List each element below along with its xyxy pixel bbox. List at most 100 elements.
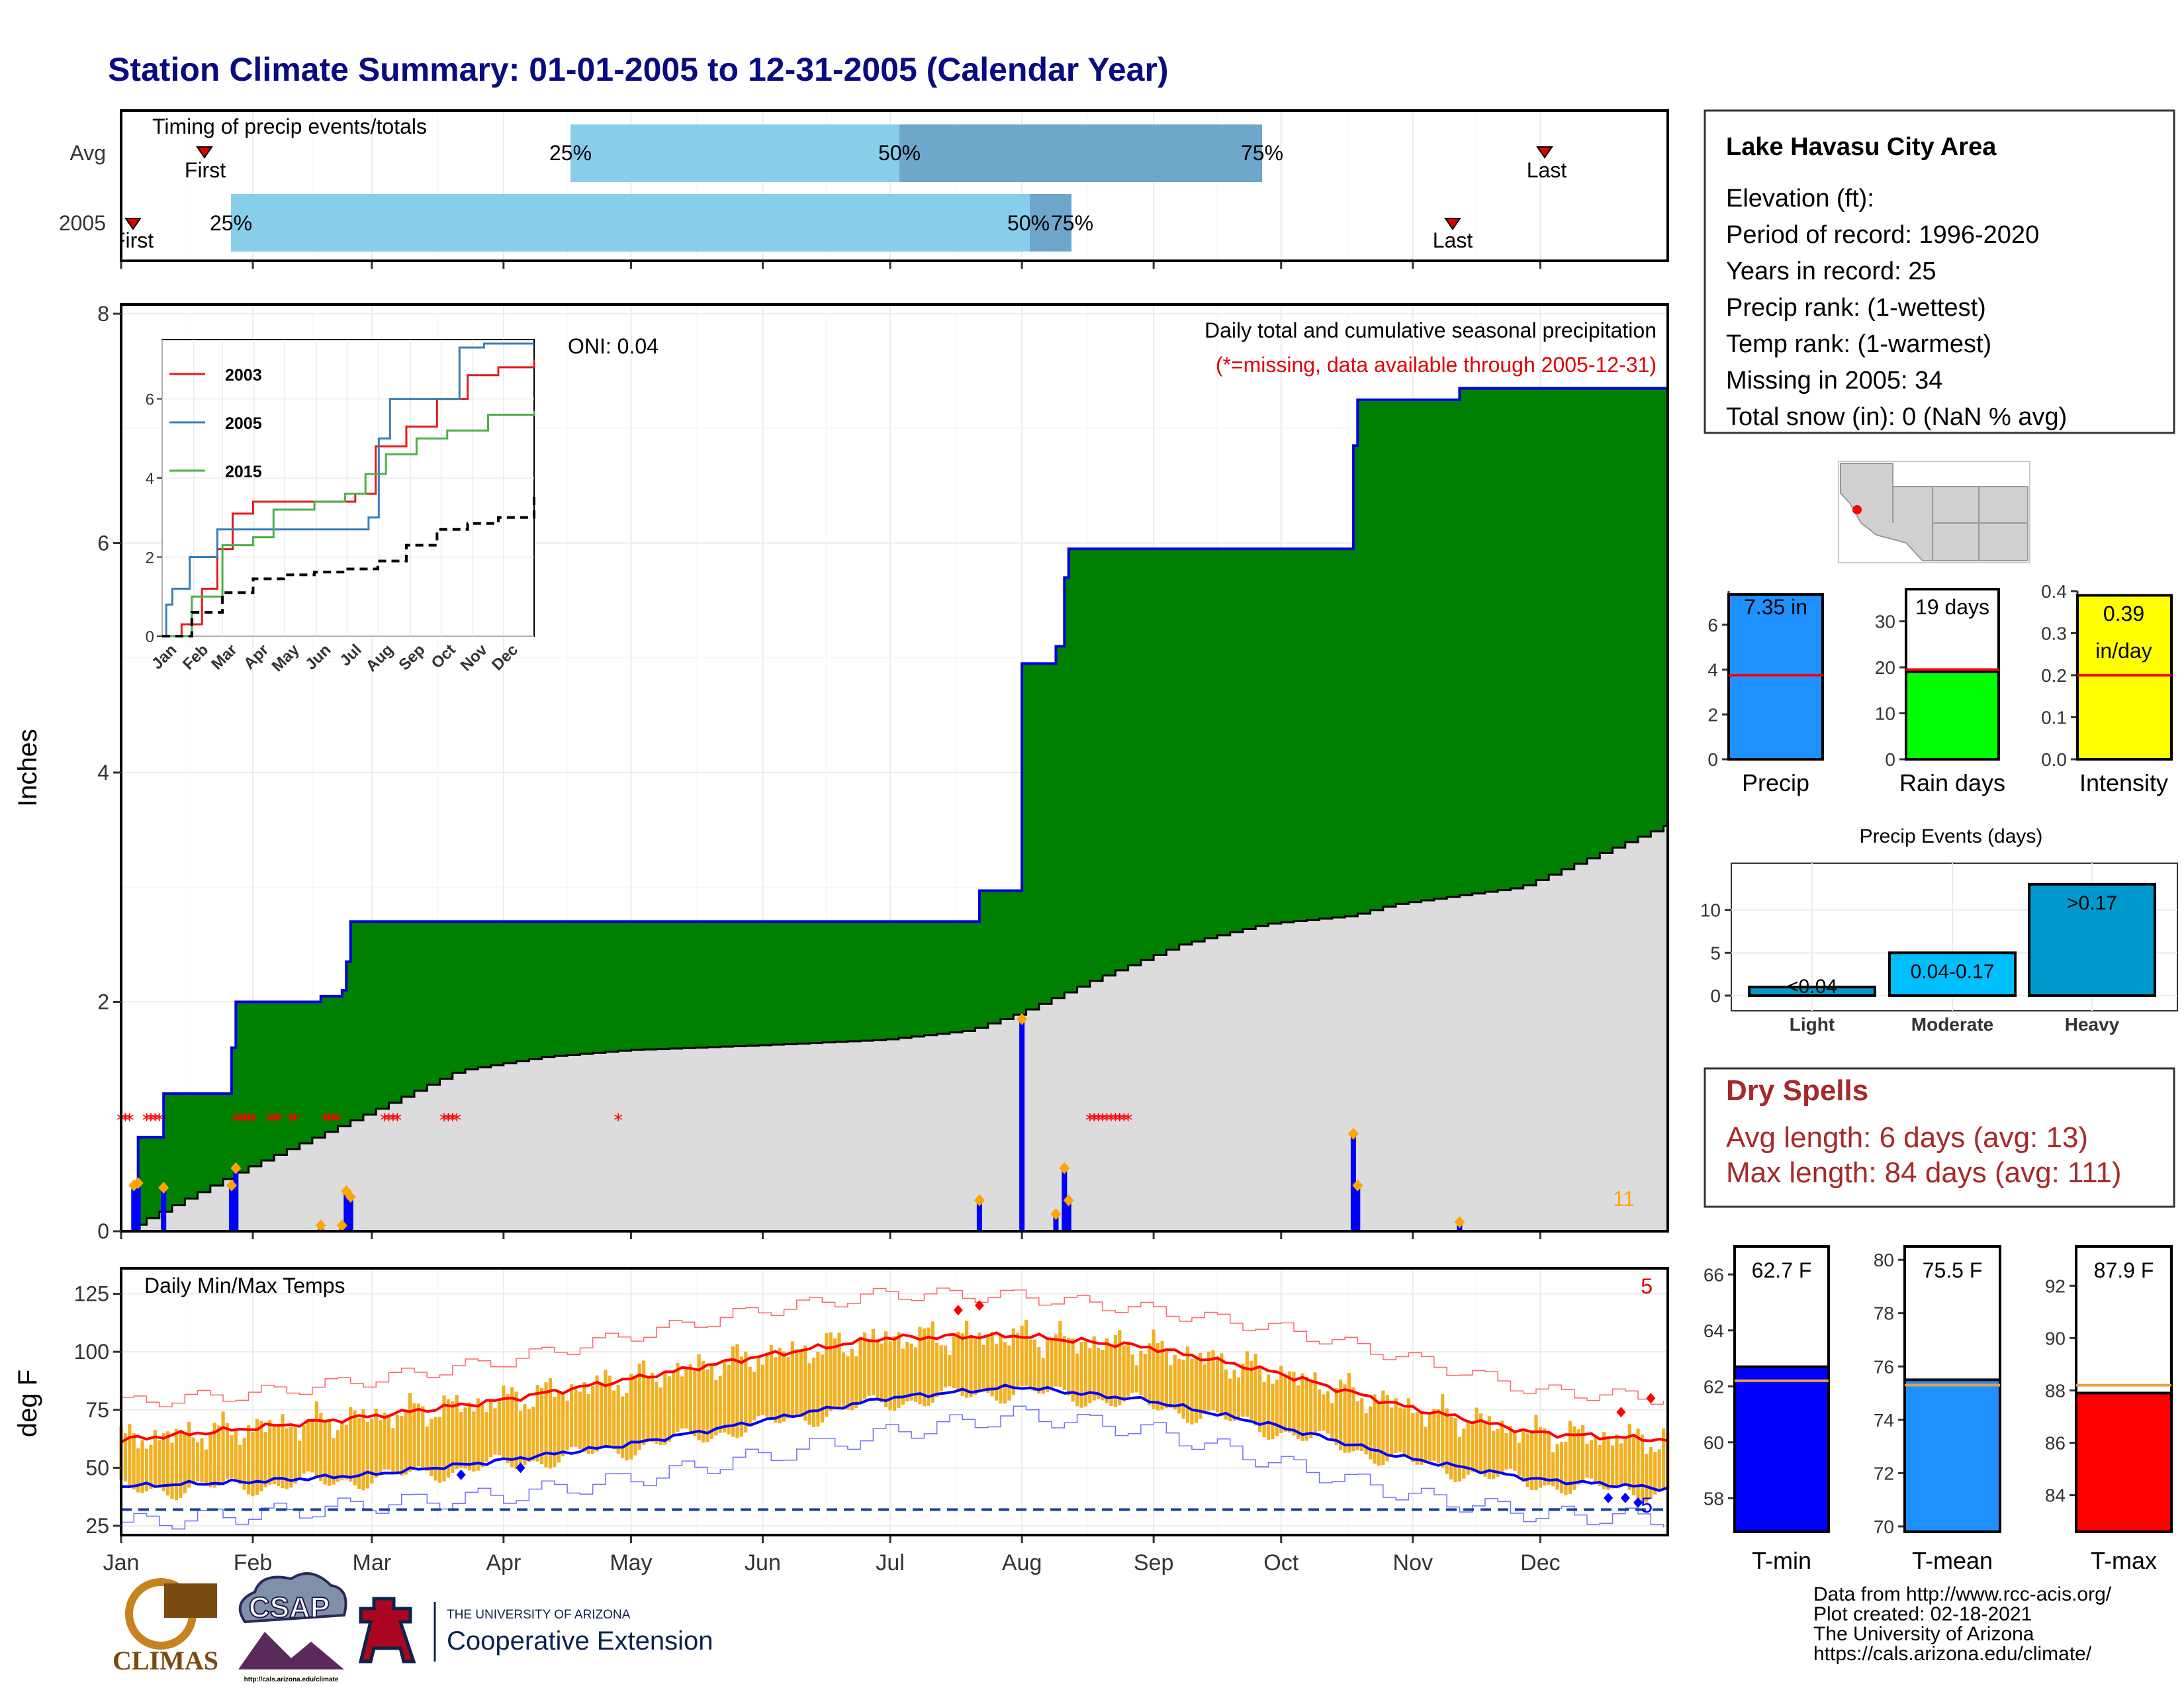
temp-range-bar-15 <box>179 1429 183 1499</box>
record-marker-6 <box>1604 1492 1614 1503</box>
temp-range-bar-226 <box>1075 1353 1079 1407</box>
temp-range-bar-116 <box>608 1376 612 1446</box>
temp-range-bar-171 <box>841 1352 846 1409</box>
rain-days-tick-label-1: 10 <box>1875 704 1895 724</box>
temp-range-bar-233 <box>1105 1338 1109 1403</box>
temp-range-bar-70 <box>412 1403 416 1469</box>
temp-range-bar-58 <box>361 1409 365 1491</box>
temp-range-bar-290 <box>1347 1373 1351 1453</box>
record-marker-8 <box>1633 1497 1643 1508</box>
temp-range-bar-68 <box>404 1411 408 1475</box>
csap-mountain-icon <box>238 1632 344 1669</box>
temp-range-bar-190 <box>922 1328 927 1407</box>
temp-range-bar-357 <box>1632 1434 1636 1495</box>
temp-range-bar-46 <box>310 1419 314 1473</box>
temp-range-bar-303 <box>1402 1408 1406 1454</box>
intensity-tick-label-0: 0.0 <box>2041 749 2067 770</box>
missing-star-11: * <box>248 1109 257 1131</box>
temp-range-bar-162 <box>803 1345 807 1421</box>
temp-range-bar-286 <box>1330 1403 1334 1439</box>
missing-star-5: * <box>150 1109 159 1131</box>
month-label-10: Nov <box>1393 1550 1433 1575</box>
temp-range-bar-106 <box>565 1400 569 1451</box>
temp-range-bar-256 <box>1203 1364 1206 1415</box>
daily-precip-markers <box>128 1013 1465 1232</box>
temp-range-bar-182 <box>888 1341 892 1411</box>
temp-range-bar-293 <box>1360 1398 1364 1452</box>
temp-range-bar-339 <box>1555 1444 1559 1490</box>
temp-range-bar-359 <box>1640 1434 1645 1503</box>
temp-range-bar-119 <box>620 1396 625 1458</box>
temp-range-bar-35 <box>263 1432 267 1487</box>
temp-range-bar-153 <box>765 1352 769 1417</box>
dry-spells-max: Max length: 84 days (avg: 111) <box>1726 1156 2122 1189</box>
temp-range-bar-39 <box>281 1414 285 1489</box>
events-ytick-label-2: 10 <box>1700 900 1721 921</box>
temp-range-bar-213 <box>1020 1325 1024 1387</box>
y2005-first-label-clip: First <box>121 228 154 252</box>
inset-xtick-label-2: Mar <box>208 641 240 673</box>
temp-range-bar-279 <box>1300 1373 1304 1441</box>
station-line-period: Period of record: 1996-2020 <box>1726 221 2039 249</box>
timing-row-2005: 2005 <box>59 211 106 235</box>
map-state-borders <box>1892 463 2028 561</box>
temp-range-bar-80 <box>455 1395 459 1470</box>
temp-range-bar-259 <box>1215 1360 1220 1413</box>
temp-ytick-label-2: 75 <box>85 1398 109 1422</box>
temp-range-bar-186 <box>905 1342 909 1402</box>
month-label-7: Aug <box>1002 1550 1042 1575</box>
daily-precip-marker-2 <box>158 1182 169 1194</box>
missing-star-22: * <box>384 1109 393 1131</box>
temp-range-bar-240 <box>1134 1365 1139 1393</box>
missing-star-33: * <box>1098 1109 1107 1131</box>
daily-precip-bar-8 <box>347 1197 353 1231</box>
temp-range-bar-322 <box>1483 1423 1487 1477</box>
tmin-tick-label-0: 58 <box>1704 1488 1724 1509</box>
events-bar-moderate <box>1888 951 2017 998</box>
tmin-tick-label-1: 60 <box>1704 1432 1724 1453</box>
temp-range-bar-273 <box>1275 1380 1279 1436</box>
temp-range-bar-41 <box>289 1427 293 1488</box>
tmean-tick-label-5: 80 <box>1874 1250 1894 1270</box>
precip-frame <box>120 303 1669 1233</box>
temp-range-bar-282 <box>1313 1372 1317 1434</box>
temp-range-bar-12 <box>166 1431 170 1496</box>
temp-range-bar-355 <box>1623 1437 1627 1487</box>
temp-range-bar-16 <box>183 1432 187 1493</box>
temp-range-bar-114 <box>599 1382 604 1448</box>
temp-range-bar-73 <box>425 1427 429 1472</box>
temp-range-bar-180 <box>880 1343 884 1403</box>
temp-range-bar-343 <box>1572 1426 1576 1490</box>
inset-xtick-label-9: Oct <box>428 641 459 672</box>
daily-precip-marker-9 <box>974 1194 985 1207</box>
temp-range-bar-20 <box>200 1438 204 1483</box>
temp-range-bar-168 <box>829 1332 833 1412</box>
events-category-1: Moderate <box>1911 1014 1993 1035</box>
temp-range-bar-62 <box>379 1420 383 1473</box>
temp-range-bar-204 <box>981 1344 985 1391</box>
month-label-8: Sep <box>1134 1550 1174 1575</box>
temp-range-bar-178 <box>871 1329 875 1395</box>
temp-range-bar-163 <box>807 1363 811 1425</box>
precip-legend-title: Daily total and cumulative seasonal prec… <box>1205 318 1657 342</box>
temp-range-bar-203 <box>978 1333 981 1393</box>
month-label-3: Apr <box>486 1550 521 1575</box>
temp-range-bar-169 <box>833 1338 837 1408</box>
missing-star-36: * <box>1111 1109 1120 1131</box>
temp-range-bar-47 <box>314 1401 318 1477</box>
y2005-p50-label: 50% <box>1007 211 1050 235</box>
missing-star-34: * <box>1103 1109 1112 1131</box>
temp-range-bar-33 <box>255 1419 259 1495</box>
temp-range-bar-99 <box>535 1385 539 1462</box>
temp-range-bar-126 <box>650 1372 655 1442</box>
temp-frame <box>120 1267 1669 1536</box>
temp-range-bar-51 <box>332 1438 336 1485</box>
temp-range-bar-123 <box>637 1363 641 1450</box>
temp-range-bar-9 <box>153 1430 157 1487</box>
temp-range-bar-337 <box>1547 1432 1551 1485</box>
temp-range-bar-158 <box>786 1357 790 1419</box>
y2005-last-label: Last <box>1433 228 1473 252</box>
record-marker-0 <box>953 1305 963 1316</box>
tmax-tick-label-2: 88 <box>2045 1380 2066 1401</box>
temp-range-bar-249 <box>1173 1354 1177 1410</box>
